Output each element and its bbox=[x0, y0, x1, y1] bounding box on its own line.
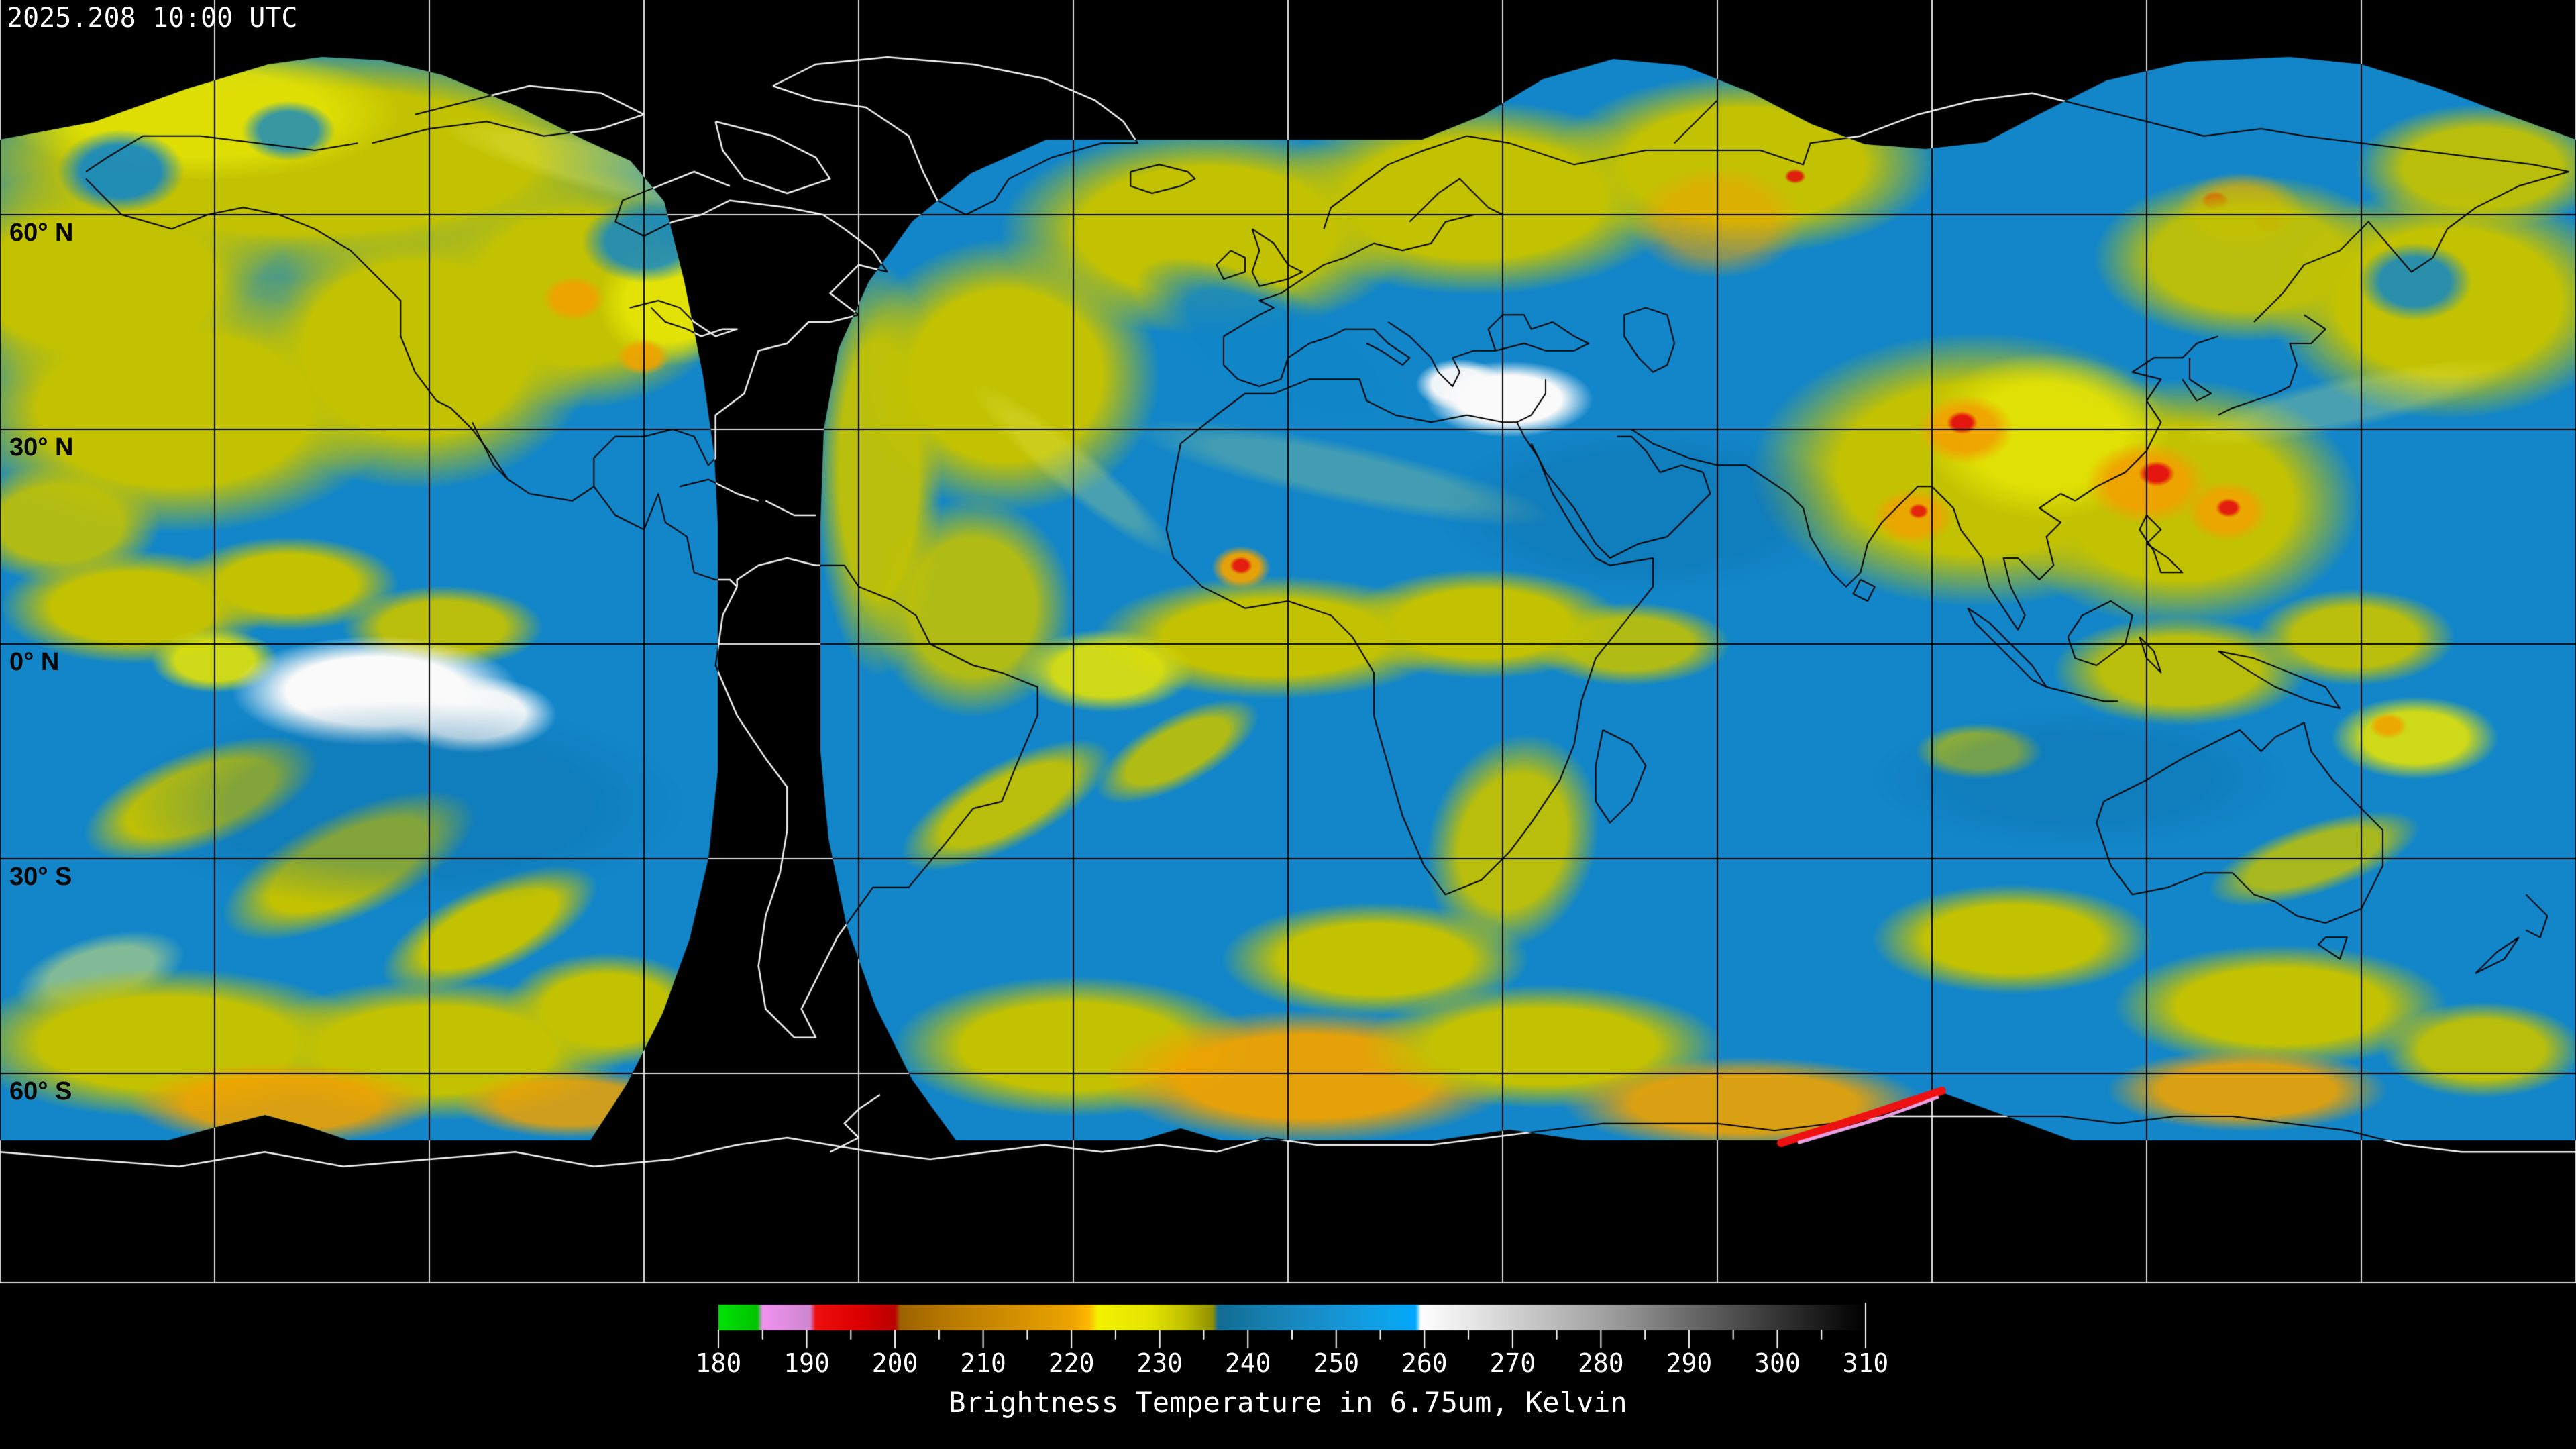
latitude-label: 60° S bbox=[9, 1077, 72, 1106]
colorbar-tick-label: 220 bbox=[1048, 1348, 1095, 1378]
colorbar-caption: Brightness Temperature in 6.75um, Kelvin bbox=[949, 1386, 1627, 1419]
colorbar-tick-label: 230 bbox=[1136, 1348, 1183, 1378]
latitude-label: 0° N bbox=[9, 648, 60, 676]
latitude-label: 30° S bbox=[9, 863, 72, 891]
colorbar-tick-label: 280 bbox=[1578, 1348, 1624, 1378]
colorbar-tick-label: 190 bbox=[784, 1348, 830, 1378]
colorbar-tick-label: 240 bbox=[1224, 1348, 1271, 1378]
colorbar-tick-label: 290 bbox=[1666, 1348, 1713, 1378]
latitude-label: 60° N bbox=[9, 219, 74, 247]
colorbar-tick-label: 210 bbox=[960, 1348, 1006, 1378]
colorbar-tick-label: 270 bbox=[1489, 1348, 1536, 1378]
latitude-label: 30° N bbox=[9, 433, 74, 462]
colorbar-tick-label: 260 bbox=[1401, 1348, 1448, 1378]
colorbar-tick-label: 200 bbox=[871, 1348, 918, 1378]
colorbar-tick-label: 250 bbox=[1313, 1348, 1360, 1378]
colorbar-tick-label: 300 bbox=[1754, 1348, 1801, 1378]
timestamp: 2025.208 10:00 UTC bbox=[7, 3, 298, 34]
colorbar-tick-label: 180 bbox=[695, 1348, 742, 1378]
colorbar-tick-label: 310 bbox=[1842, 1348, 1889, 1378]
